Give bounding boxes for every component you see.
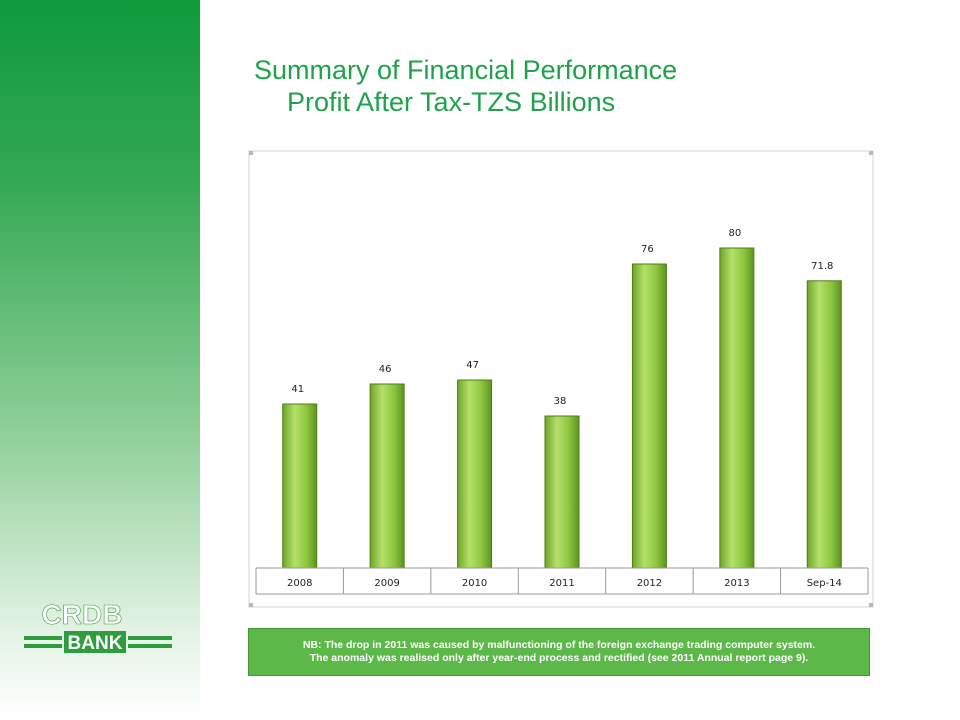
data-label-2008: 41 xyxy=(291,384,304,395)
x-tick-label-2011: 2011 xyxy=(549,578,574,589)
bar-2012 xyxy=(631,263,667,569)
data-label-Sep-14: 71.8 xyxy=(811,261,833,272)
x-tick-label-2010: 2010 xyxy=(462,578,487,589)
x-tick-label-2008: 2008 xyxy=(287,578,312,589)
crdb-bank-logo: CRDB BANK xyxy=(22,598,182,664)
data-label-2011: 38 xyxy=(554,396,567,407)
logo-crdb-text: CRDB xyxy=(42,599,123,630)
bar-Sep-14 xyxy=(806,280,842,569)
x-tick-label-2012: 2012 xyxy=(637,578,662,589)
footnote-box: NB: The drop in 2011 was caused by malfu… xyxy=(248,628,870,676)
x-axis-table: 2008 2009 2010 2011 2012 2013 Sep-14 xyxy=(255,567,869,595)
footnote-line-1: NB: The drop in 2011 was caused by malfu… xyxy=(302,639,816,651)
bar-2010 xyxy=(457,379,493,569)
x-tick-label-2013: 2013 xyxy=(724,578,749,589)
x-tick-label-2009: 2009 xyxy=(374,578,399,589)
profit-bar-chart: .... 41 46 47 38 76 80 71.8 2008 2009 2010 2011 20… xyxy=(248,150,876,610)
logo-bank-text: BANK xyxy=(68,633,123,654)
bar-2009 xyxy=(369,383,405,569)
data-label-2012: 76 xyxy=(641,244,654,255)
bar-2013 xyxy=(719,247,755,569)
bar-series: 41 46 47 38 76 80 71.8 xyxy=(282,228,842,569)
title-line-1: Summary of Financial Performance xyxy=(254,55,678,85)
crdb-logo-graphic: CRDB BANK xyxy=(24,599,172,654)
bar-2011 xyxy=(544,415,580,569)
x-tick-label-Sep-14: Sep-14 xyxy=(807,578,842,589)
title-line-2: Profit After Tax-TZS Billions xyxy=(287,87,616,117)
svg-text:....: .... xyxy=(556,604,566,610)
slide-title: Summary of Financial Performance Profit … xyxy=(254,54,677,118)
data-label-2010: 47 xyxy=(466,360,479,371)
left-green-sidebar xyxy=(0,0,200,720)
data-label-2009: 46 xyxy=(379,364,392,375)
footnote-line-2: The anomaly was realised only after year… xyxy=(309,652,809,664)
bar-2008 xyxy=(282,403,318,569)
data-label-2013: 80 xyxy=(728,228,741,239)
